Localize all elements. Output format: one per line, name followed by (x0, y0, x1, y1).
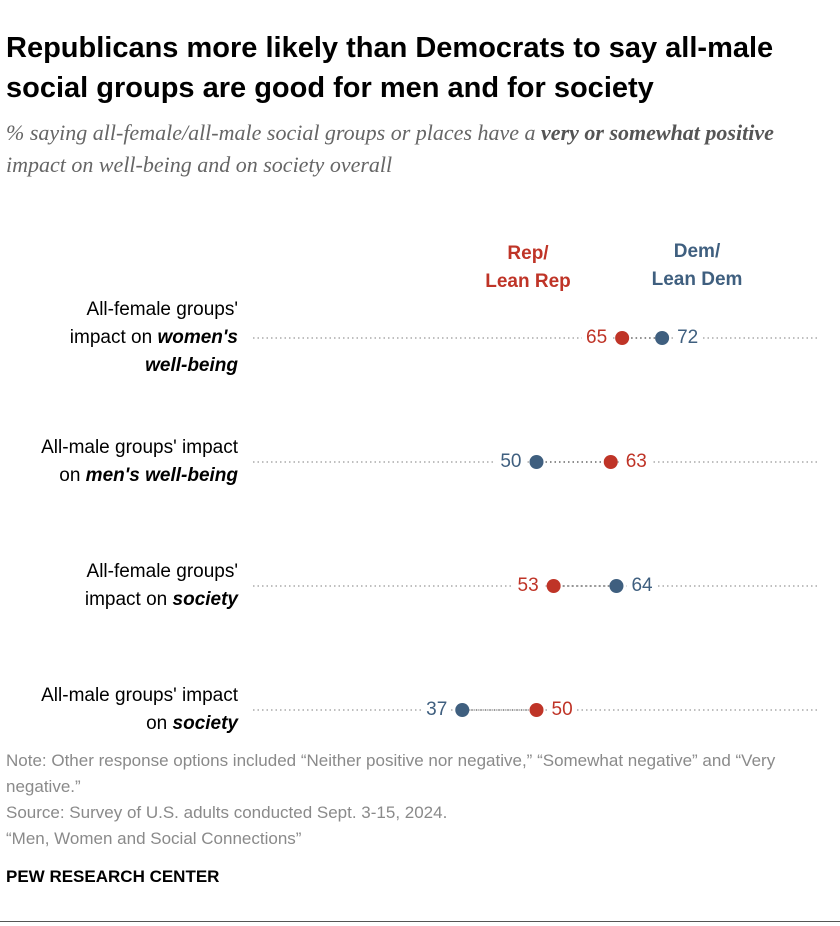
source: Source: Survey of U.S. adults conducted … (6, 803, 448, 822)
value-label: 50 (496, 451, 526, 473)
category-text: All-female groups' impact on (84, 561, 238, 610)
notes: Note: Other response options included “N… (6, 748, 836, 852)
dot (655, 331, 670, 345)
bottom-rule (0, 921, 840, 922)
category-emphasis: women's well-being (145, 327, 238, 376)
report-title: “Men, Women and Social Connections” (6, 829, 302, 848)
category-label: All-female groups' impact on society (38, 558, 238, 614)
subtitle-text: % saying all-female/all-male social grou… (6, 120, 542, 145)
value-label: 64 (627, 575, 657, 597)
dot (603, 455, 618, 469)
category-emphasis: society (172, 713, 238, 734)
value-label: 50 (547, 699, 577, 721)
dot (529, 703, 544, 717)
dot (546, 579, 561, 593)
dot (609, 579, 624, 593)
chart-subtitle: % saying all-female/all-male social grou… (6, 117, 796, 181)
chart-title: Republicans more likely than Democrats t… (6, 32, 774, 104)
value-label: 53 (513, 575, 543, 597)
value-label: 65 (582, 327, 612, 349)
value-label: 72 (673, 327, 703, 349)
category-emphasis: men's well-being (85, 465, 238, 486)
footer: PEW RESEARCH CENTER (6, 867, 220, 886)
dot (529, 455, 544, 469)
legend-entry: Dem/ Lean Dem (651, 241, 743, 290)
subtitle-text: impact on well-being and on society over… (6, 152, 393, 177)
category-label: All-female groups' impact on women's wel… (38, 296, 238, 380)
category-text: All-female groups' impact on (69, 299, 238, 348)
value-label: 37 (422, 699, 452, 721)
category-text: All-male groups' impact on (41, 685, 238, 734)
category-label: All-male groups' impact on society (38, 682, 238, 738)
dot (455, 703, 470, 717)
legend-entry: Rep/ Lean Rep (485, 243, 571, 292)
category-label: All-male groups' impact on men's well-be… (38, 434, 238, 490)
value-label: 63 (621, 451, 651, 473)
dot (615, 331, 630, 345)
category-text: All-male groups' impact on (41, 437, 238, 486)
category-emphasis: society (172, 589, 238, 610)
subtitle-emphasis: very or somewhat positive (541, 120, 774, 145)
note: Note: Other response options included “N… (6, 751, 776, 796)
